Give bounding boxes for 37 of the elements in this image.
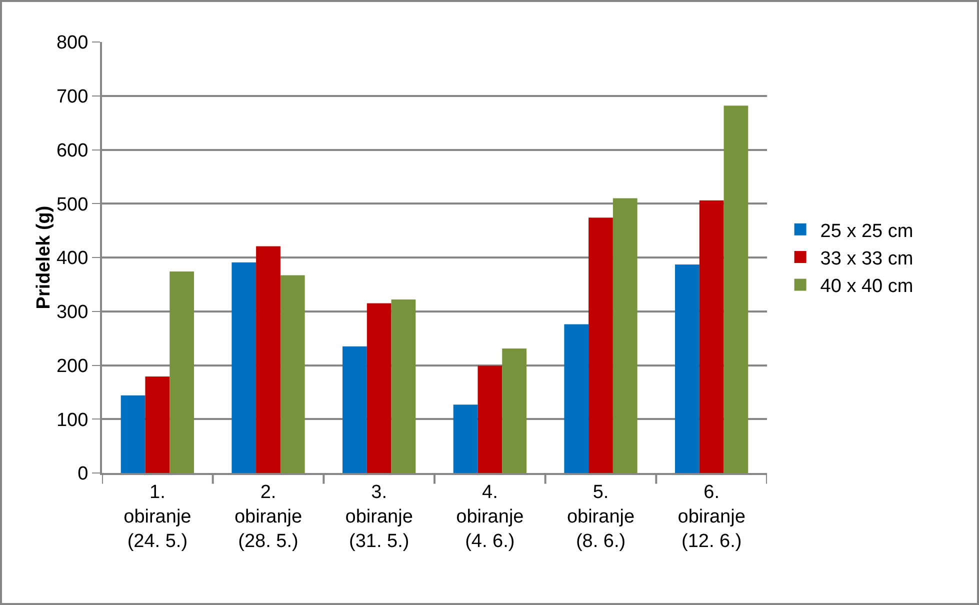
legend-label: 33 x 33 cm [820,248,914,270]
y-tick-label: 600 [56,140,88,162]
y-tick-label: 200 [56,356,88,377]
x-tick-label: 1. obiranje (24. 5.) [124,482,192,552]
bar [564,324,589,473]
y-tick-label: 100 [56,410,88,431]
bar [453,404,478,473]
y-tick-label: 300 [56,302,88,324]
bar [675,264,700,473]
y-tick-label: 700 [56,86,88,108]
bar [232,262,256,473]
bar [699,200,724,473]
x-tick-label: 6. obiranje (12. 6.) [678,482,746,552]
bar [724,106,748,473]
bar [391,300,416,473]
bar [280,275,305,473]
y-tick-label: 800 [56,32,88,54]
y-tick-label: 400 [56,248,88,270]
legend-label: 25 x 25 cm [820,220,914,242]
bar [145,376,170,473]
bar [256,246,280,473]
x-tick-label: 4. obiranje (4. 6.) [456,482,524,552]
bar [502,348,526,473]
bar [612,198,638,473]
bar [342,346,367,473]
y-axis-title: Pridelek (g) [33,206,54,310]
bar [120,395,146,473]
legend-label: 40 x 40 cm [820,276,914,298]
x-tick-label: 5. obiranje (8. 6.) [566,482,635,552]
y-tick-label: 500 [56,194,88,216]
x-tick-label: 2. obiranje (28. 5.) [234,482,302,552]
x-tick-label: 3. obiranje (31. 5.) [345,482,413,552]
y-tick-label: 0 [78,464,88,485]
bar [170,272,194,473]
bar [478,366,502,473]
bar [366,303,392,473]
bar [588,218,613,473]
